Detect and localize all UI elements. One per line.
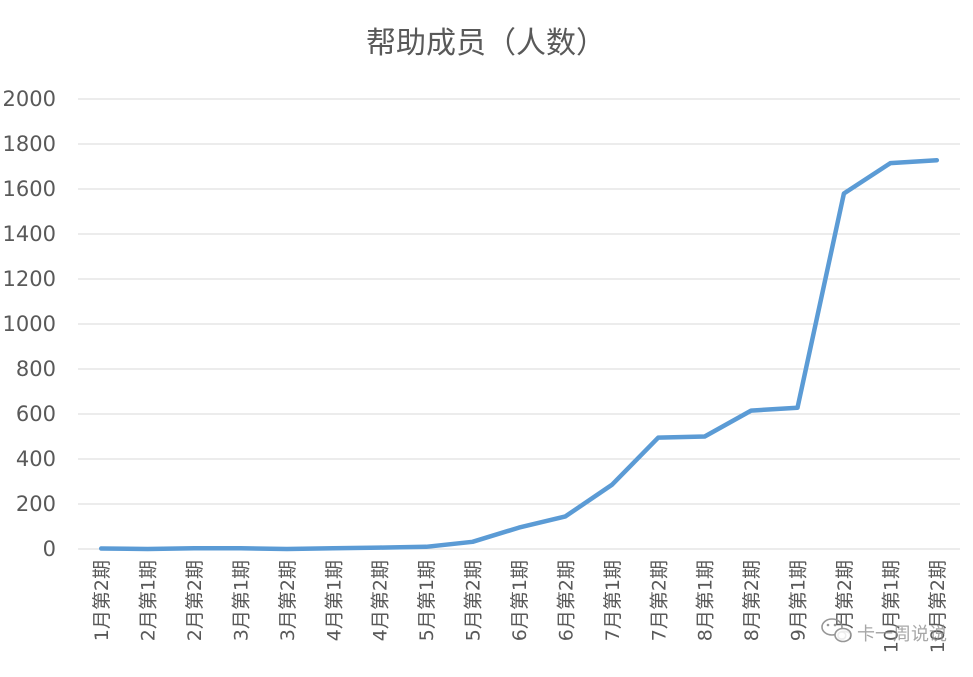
x-tick-label: 10月第2期 (927, 560, 949, 653)
x-tick-label: 5月第2期 (463, 560, 485, 641)
y-tick-label: 1400 (3, 222, 56, 246)
x-tick-label: 9月第1期 (788, 560, 810, 641)
gridlines (78, 98, 960, 550)
x-tick-label: 6月第2期 (555, 560, 577, 641)
x-tick-label: 7月第2期 (648, 560, 670, 641)
x-tick-label: 8月第1期 (695, 560, 717, 641)
x-tick-label: 4月第2期 (370, 560, 392, 641)
x-tick-label: 8月第2期 (741, 560, 763, 641)
wechat-logo-icon (821, 618, 852, 643)
y-tick-label: 2000 (3, 87, 56, 111)
x-tick-label: 3月第2期 (277, 560, 299, 641)
y-tick-label: 1800 (3, 132, 56, 156)
x-tick-label: 1月第2期 (91, 560, 113, 641)
y-tick-label: 1600 (3, 177, 56, 201)
y-tick-label: 1200 (3, 267, 56, 291)
y-tick-label: 1000 (3, 312, 56, 336)
chart-title: 帮助成员（人数） (366, 26, 606, 61)
y-axis-tick-labels: 0 200 400 600 800 1000 1200 1400 1600 1800 2000 (3, 87, 56, 561)
watermark: 卡一周说说 (821, 618, 947, 645)
y-tick-label: 0 (43, 537, 56, 561)
y-tick-label: 800 (16, 357, 56, 381)
x-tick-label: 2月第2期 (184, 560, 206, 641)
y-tick-label: 400 (16, 447, 56, 471)
x-tick-label: 2月第1期 (138, 560, 160, 641)
x-tick-label: 4月第1期 (323, 560, 345, 641)
x-tick-label: 3月第1期 (230, 560, 252, 641)
series-line (98, 157, 940, 552)
y-tick-label: 600 (16, 402, 56, 426)
x-tick-label: 6月第1期 (509, 560, 531, 641)
x-tick-label: 10月第1期 (880, 560, 902, 653)
x-tick-label: 7月第1期 (602, 560, 624, 641)
y-tick-label: 200 (16, 492, 56, 516)
watermark-text: 卡一周说说 (857, 624, 947, 645)
x-tick-label: 5月第1期 (416, 560, 438, 641)
series-lines (98, 157, 940, 552)
x-axis-tick-labels: 1月第2期 2月第1期 2月第2期 3月第1期 3月第2期 4月第1期 4月第2期 5月第1期… (91, 560, 949, 653)
